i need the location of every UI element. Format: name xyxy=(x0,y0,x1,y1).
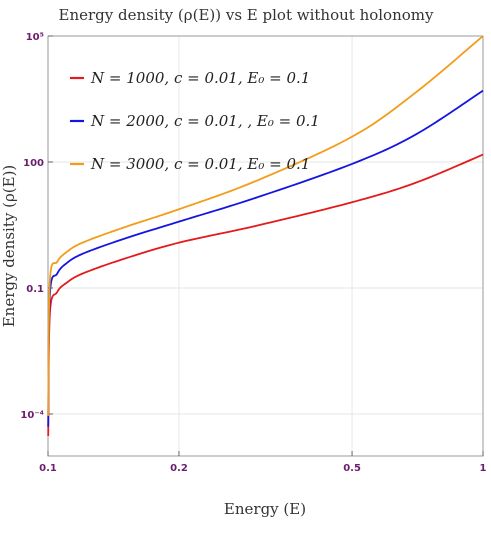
y-tick-label: 10⁻⁴ xyxy=(20,410,44,421)
plot-frame xyxy=(47,35,484,457)
series-line-1 xyxy=(47,153,484,436)
axes-frame xyxy=(47,35,484,457)
legend-label-2: N = 2000, c = 0.01, , E₀ = 0.1 xyxy=(90,112,320,130)
y-tick-label: 0.1 xyxy=(26,284,44,295)
x-tick-label: 0.5 xyxy=(343,463,361,474)
series-lines xyxy=(47,35,484,436)
legend-label-3: N = 3000, c = 0.01, E₀ = 0.1 xyxy=(90,155,310,173)
y-axis-title: Energy density (ρ(E)) xyxy=(0,165,18,328)
x-tick-label: 0.1 xyxy=(39,463,57,474)
series-line-3 xyxy=(47,35,484,416)
y-tick-label: 100 xyxy=(23,158,44,169)
chart-title: Energy density (ρ(E)) vs E plot without … xyxy=(59,6,434,24)
tick-labels: 0.1 0.2 0.5 1 10⁻⁴ 0.1 100 10⁵ xyxy=(20,32,486,474)
x-tick-label: 1 xyxy=(480,463,487,474)
x-tick-label: 0.2 xyxy=(170,463,188,474)
y-tick-label: 10⁵ xyxy=(26,32,44,43)
series-line-2 xyxy=(47,89,484,427)
plot-area xyxy=(48,36,483,456)
legend-label-1: N = 1000, c = 0.01, E₀ = 0.1 xyxy=(90,69,310,87)
legend: N = 1000, c = 0.01, E₀ = 0.1 N = 2000, c … xyxy=(70,69,320,173)
x-axis-title: Energy (E) xyxy=(224,500,306,518)
